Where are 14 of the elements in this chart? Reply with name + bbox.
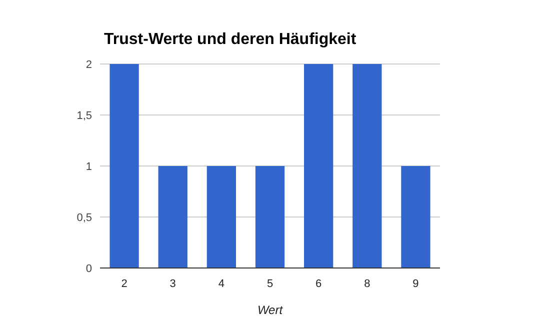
y-tick-label: 2 bbox=[86, 59, 92, 71]
x-tick-label: 6 bbox=[316, 278, 322, 290]
y-tick-label: 1 bbox=[86, 161, 92, 173]
x-tick-label: 5 bbox=[266, 278, 274, 290]
x-tick-label: 9 bbox=[412, 278, 419, 290]
chart-title: Trust-Werte und deren Häufigkeit bbox=[104, 31, 357, 48]
x-tick-label: 4 bbox=[218, 278, 224, 290]
x-tick-label: 3 bbox=[170, 278, 176, 290]
y-tick-label: 0 bbox=[86, 263, 92, 275]
y-tick-label: 1,5 bbox=[76, 110, 92, 122]
x-tick-label: 8 bbox=[364, 278, 370, 290]
x-axis-title: Wert bbox=[257, 303, 284, 317]
x-tick-label: 2 bbox=[121, 278, 128, 290]
y-tick-label: 0,5 bbox=[76, 212, 92, 224]
